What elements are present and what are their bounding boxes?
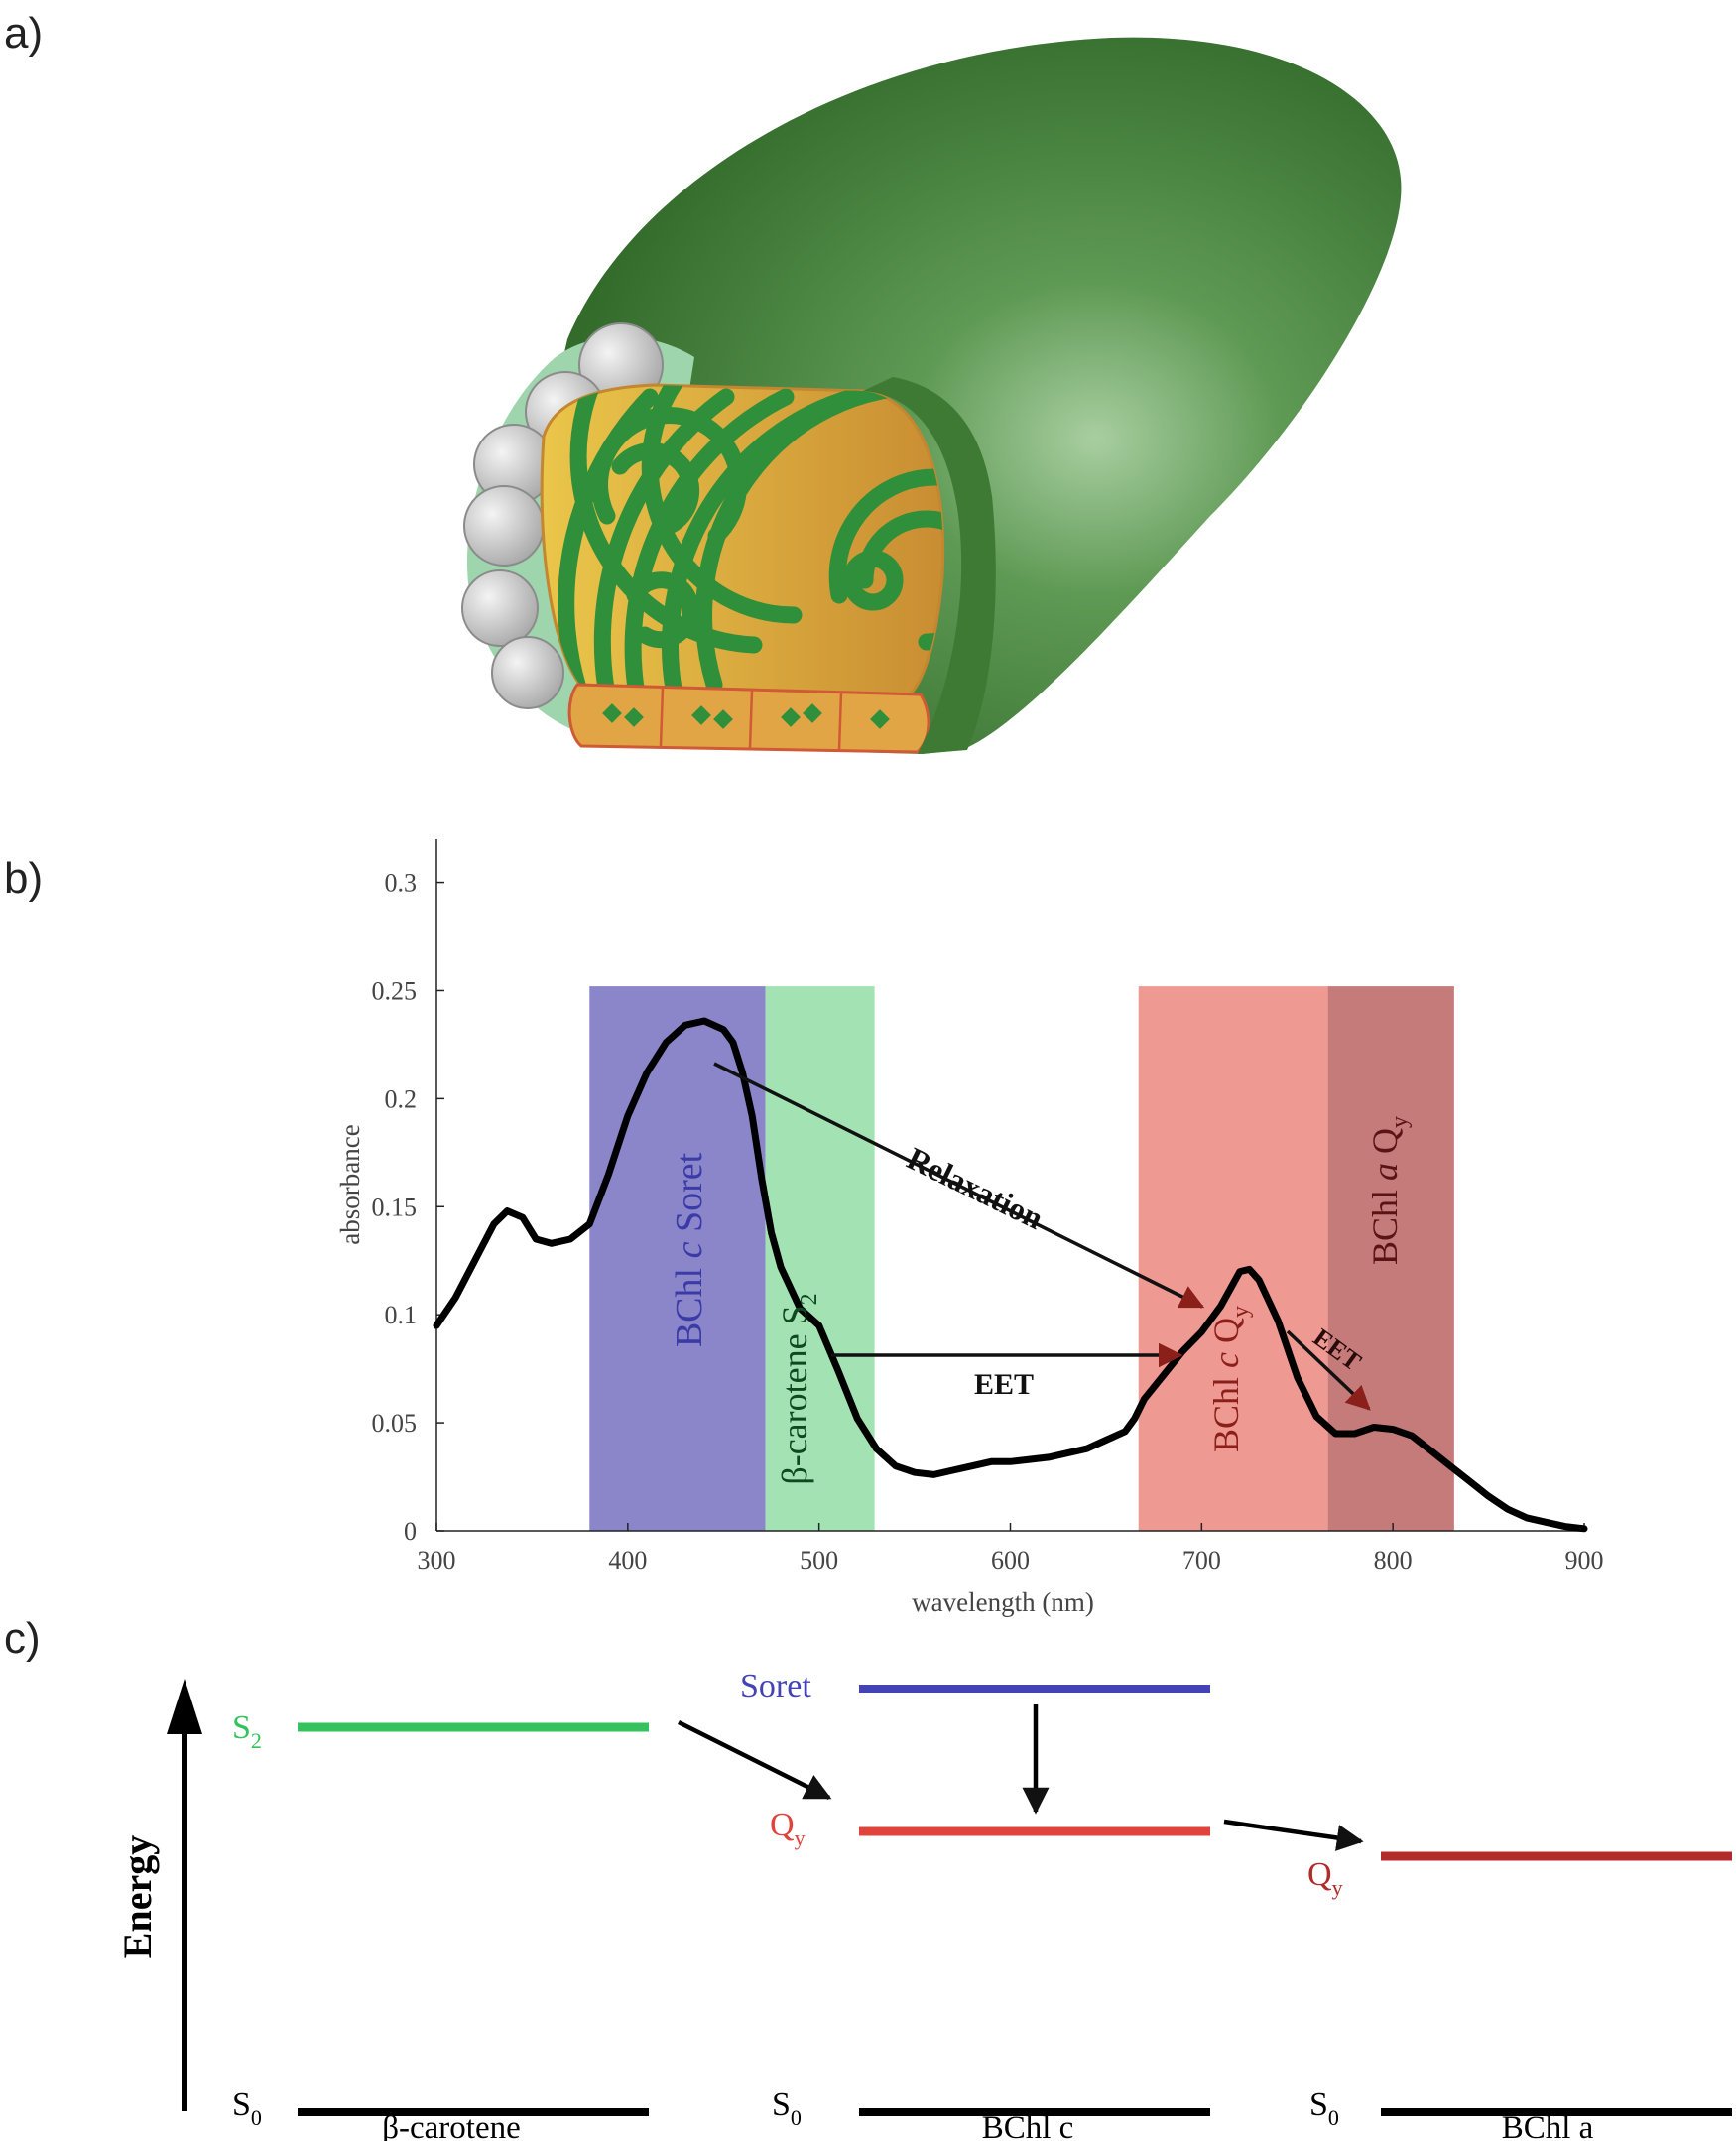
y-tick-label: 0.25 — [372, 976, 418, 1005]
qy-label-bchla: Qy — [1307, 1856, 1343, 1900]
x-tick-label: 800 — [1374, 1546, 1413, 1574]
x-tick-label: 600 — [991, 1546, 1030, 1574]
relaxation-arrow — [713, 1062, 1205, 1309]
relaxation-label: Relaxation — [902, 1140, 1050, 1236]
sphere — [491, 636, 564, 709]
sphere — [461, 569, 539, 647]
svg-text:BChl c Qy: BChl c Qy — [1206, 1306, 1254, 1452]
y-tick-label: 0.1 — [385, 1301, 418, 1329]
band-carotene-s2 — [765, 986, 875, 1531]
s0-label-carotene: S0 — [232, 2086, 262, 2130]
energy-level-diagram: Energy S2 Soret Qy Qy S0 S0 S0 β-caroten… — [115, 1668, 1732, 2141]
transfer-arrow-s2-to-qy — [677, 1719, 832, 1801]
panel-c: c) Energy S2 Soret Qy Qy S0 S0 — [4, 1614, 1732, 2141]
eet-arrow-bchla — [1286, 1329, 1371, 1411]
transfer-arrow-qy-c-to-qy-a — [1223, 1819, 1364, 1851]
y-tick-label: 0.15 — [372, 1193, 418, 1221]
x-tick-label: 900 — [1565, 1546, 1604, 1574]
band-label-soret: BChl c Soret — [669, 1152, 710, 1347]
panel-c-letter: c) — [4, 1614, 41, 1663]
y-tick-label: 0 — [404, 1517, 417, 1546]
sphere — [463, 485, 545, 567]
band-bchlc-soret — [589, 986, 766, 1531]
s0-label-bchlc: S0 — [772, 2086, 802, 2130]
x-tick-label: 700 — [1182, 1546, 1221, 1574]
panel-b: b) 300 400 500 600 700 800 900 0 0.05 0.1 0.15 0.2… — [4, 839, 1604, 1617]
svg-text:BChl c Soret: BChl c Soret — [669, 1152, 710, 1347]
absorbance-curve — [433, 1017, 1588, 1533]
panel-a: a) — [4, 9, 1402, 754]
y-tick-label: 0.2 — [385, 1084, 418, 1113]
lamellae — [558, 385, 943, 696]
energy-axis-arrowhead — [167, 1679, 202, 1734]
x-axis-label: wavelength (nm) — [912, 1587, 1094, 1617]
x-tick-label: 300 — [418, 1546, 456, 1574]
molecule-label-bchla: BChl a — [1502, 2110, 1594, 2141]
band-label-carotene: β-carotene S2 — [775, 1293, 822, 1484]
molecule-label-bchlc: BChl c — [982, 2110, 1074, 2141]
s2-label: S2 — [232, 1709, 262, 1753]
band-bchlc-qy — [1138, 986, 1328, 1531]
baseplate — [567, 683, 930, 754]
y-tick-label: 0.3 — [385, 869, 418, 898]
qy-label-bchlc: Qy — [770, 1807, 806, 1850]
eet-label-carotene: EET — [974, 1368, 1034, 1401]
soret-label: Soret — [740, 1668, 811, 1704]
panel-a-letter: a) — [4, 9, 43, 58]
energy-axis-label: Energy — [115, 1835, 160, 1958]
x-tick-label: 400 — [608, 1546, 647, 1574]
x-tick-label: 500 — [800, 1546, 838, 1574]
band-bchla-qy — [1327, 986, 1454, 1531]
y-tick-label: 0.05 — [372, 1409, 418, 1438]
chlorosome-illustration — [461, 37, 1402, 754]
s0-label-bchla: S0 — [1309, 2086, 1339, 2130]
svg-text:BChl a Qy: BChl a Qy — [1365, 1116, 1413, 1265]
envelope-front-edge — [863, 377, 996, 754]
y-axis-label: absorbance — [335, 1124, 365, 1244]
panel-b-letter: b) — [4, 854, 43, 903]
band-label-bchla-qy: BChl a Qy — [1365, 1116, 1413, 1265]
molecule-label-carotene: β-carotene — [382, 2110, 521, 2141]
svg-text:β-carotene S2: β-carotene S2 — [775, 1293, 822, 1484]
absorbance-plot: 300 400 500 600 700 800 900 0 0.05 0.1 0.15 0.2 0.2… — [335, 839, 1604, 1617]
band-label-bchlc-qy: BChl c Qy — [1206, 1306, 1254, 1452]
